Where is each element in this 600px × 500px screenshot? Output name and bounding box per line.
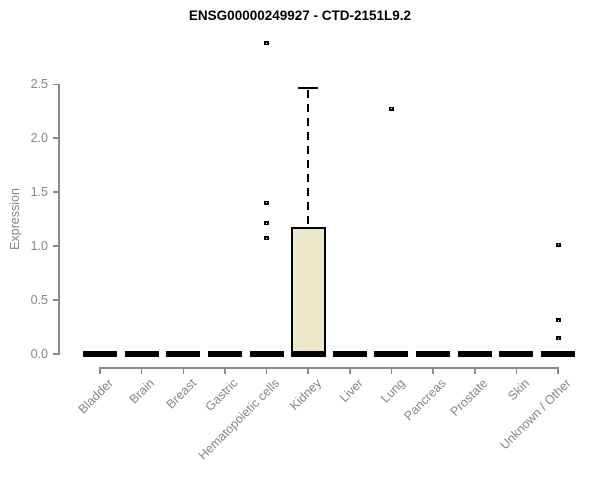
y-tick-label: 0.0 (30, 346, 48, 361)
x-axis-tick (390, 367, 393, 374)
y-tick-label: 2.5 (30, 77, 48, 91)
y-axis-tick (52, 83, 59, 85)
upper-whisker (307, 90, 310, 228)
collapsed-boxplot-bar (332, 350, 367, 357)
x-axis-tick (515, 367, 518, 374)
collapsed-boxplot-bar (166, 350, 201, 357)
outlier-point (264, 200, 270, 205)
collapsed-boxplot-bar (541, 350, 576, 357)
collapsed-boxplot-bar (416, 350, 451, 357)
chart-title: ENSG00000249927 - CTD-2151L9.2 (188, 8, 412, 23)
x-axis-tick (474, 367, 476, 374)
box (290, 227, 326, 354)
outlier-point (264, 236, 270, 241)
y-axis-tick (52, 353, 59, 355)
outlier-point (555, 242, 561, 247)
x-axis-tick (265, 367, 268, 374)
outlier-point (388, 106, 394, 111)
whisker-cap (298, 87, 319, 90)
median-line (290, 350, 326, 357)
y-axis-line (58, 84, 60, 355)
collapsed-boxplot-bar (499, 350, 534, 357)
x-axis-tick (182, 367, 185, 374)
x-axis-tick (140, 367, 143, 374)
collapsed-boxplot-bar (374, 350, 409, 357)
x-axis-tick (224, 367, 226, 374)
outlier-point (555, 336, 561, 341)
y-tick-label: 0.5 (30, 292, 48, 307)
y-axis-tick (52, 137, 59, 139)
outlier-point (264, 41, 270, 46)
outlier-point (555, 318, 561, 323)
collapsed-boxplot-bar (457, 350, 492, 357)
collapsed-boxplot-bar (83, 350, 117, 357)
x-axis-tick (349, 367, 351, 374)
x-axis-tick (307, 367, 309, 374)
y-tick-label: 2.0 (30, 130, 48, 145)
outlier-point (264, 221, 270, 226)
y-tick-label: 1.0 (30, 238, 48, 253)
collapsed-boxplot-bar (207, 350, 242, 357)
x-axis-tick (557, 367, 559, 374)
x-axis-line (99, 367, 559, 369)
x-axis-tick (99, 367, 101, 374)
y-tick-label: 1.5 (30, 184, 48, 199)
y-axis-tick (52, 191, 59, 193)
collapsed-boxplot-bar (249, 350, 284, 357)
x-axis-tick (432, 367, 434, 374)
y-axis-tick (52, 299, 59, 301)
collapsed-boxplot-bar (124, 350, 159, 357)
y-axis-tick (52, 245, 59, 247)
